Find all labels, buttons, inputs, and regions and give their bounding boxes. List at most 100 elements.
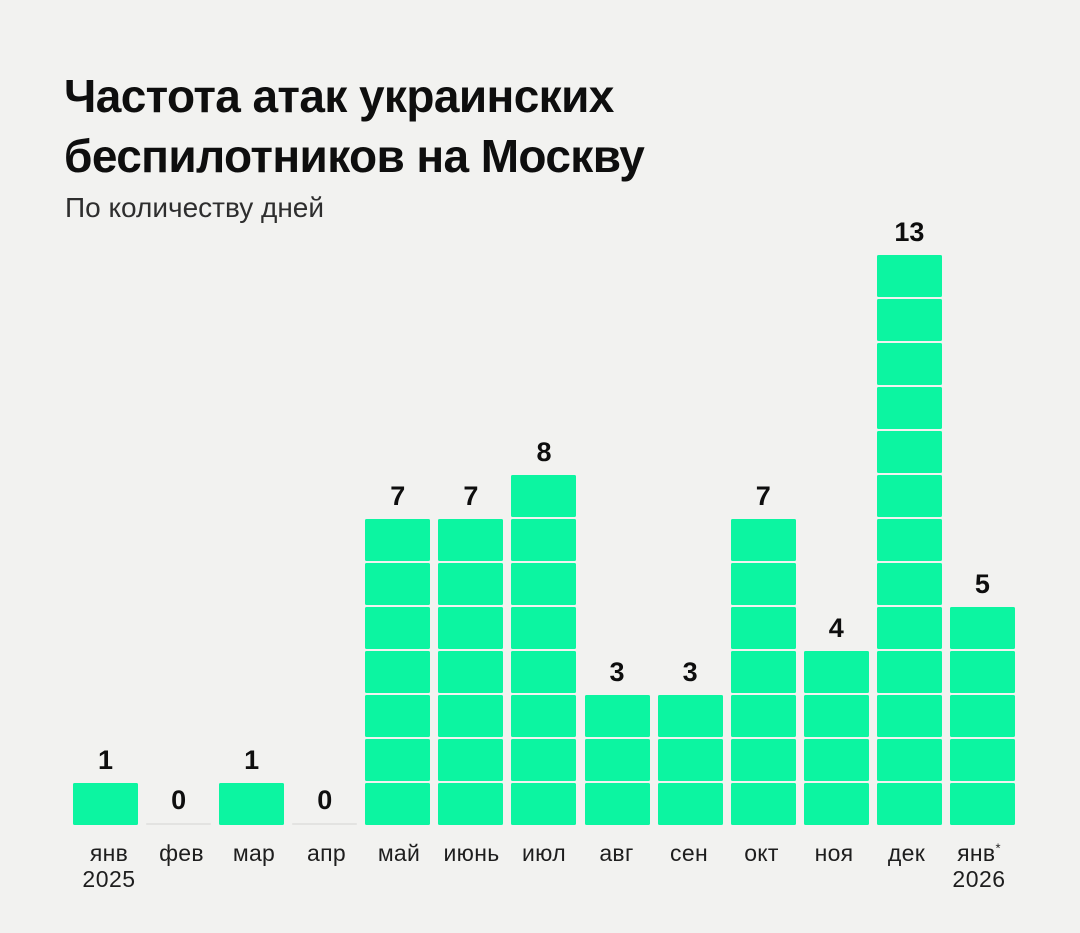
chart-title-line2: беспилотников на Москву: [64, 130, 645, 182]
zero-baseline: [146, 823, 212, 825]
bar-unit-square: [730, 563, 796, 605]
bar-unit-square: [876, 299, 942, 341]
bar-column: 4: [803, 613, 869, 825]
bar-column: 5: [949, 571, 1015, 825]
bar-unit-square: [876, 431, 942, 473]
bar-unit-square: [876, 739, 942, 781]
month-label: ноя: [814, 840, 854, 866]
bar: [584, 695, 650, 825]
bar-value-label: 7: [463, 481, 479, 511]
bar-value-label: 3: [609, 657, 625, 687]
month-label: сен: [670, 840, 708, 866]
bar-unit-square: [657, 739, 723, 781]
bar-unit-square: [584, 783, 650, 825]
bar-chart: 1 0 1 0 7 7 8 3 3 7 4 13 5: [73, 215, 1015, 825]
bar-unit-square: [438, 739, 504, 781]
bar-unit-square: [803, 739, 869, 781]
year-label: 2026: [952, 866, 1006, 892]
bar-unit-square: [730, 519, 796, 561]
bar-value-label: 0: [171, 785, 187, 815]
x-axis-label-cell: апр: [291, 842, 363, 891]
bar-unit-square: [657, 695, 723, 737]
bar-value-label: 1: [244, 745, 260, 775]
x-axis-label-cell: июнь: [436, 842, 508, 891]
x-axis-label-cell: мар: [218, 842, 290, 891]
month-label: фев: [159, 840, 204, 866]
x-axis-label-cell: авг: [581, 842, 653, 891]
bar: [730, 519, 796, 825]
bar: [876, 255, 942, 825]
bar-unit-square: [657, 783, 723, 825]
bar-unit-square: [219, 783, 285, 825]
bar-unit-square: [73, 783, 138, 825]
month-label: янв: [89, 840, 129, 866]
bar-unit-square: [584, 739, 650, 781]
x-axis-label-cell: фев: [146, 842, 218, 891]
bar: [949, 607, 1015, 825]
bar-unit-square: [365, 607, 431, 649]
month-label: дек: [887, 840, 926, 866]
bar-unit-square: [803, 783, 869, 825]
bar-column: 1: [73, 747, 138, 825]
x-axis-label-cell: окт: [726, 842, 798, 891]
bar-unit-square: [949, 695, 1015, 737]
bar: [438, 519, 504, 825]
bar-column: 13: [876, 217, 942, 825]
bar-value-label: 13: [894, 217, 925, 247]
bar: [73, 783, 138, 825]
bar-column: 3: [657, 657, 723, 825]
bar-unit-square: [438, 783, 504, 825]
bar-unit-square: [511, 563, 577, 605]
bar-unit-square: [438, 607, 504, 649]
bar-unit-square: [876, 387, 942, 429]
bar-unit-square: [730, 607, 796, 649]
bar-unit-square: [511, 519, 577, 561]
bar-column: 0: [146, 785, 212, 825]
bar-unit-square: [438, 519, 504, 561]
bar-value-label: 8: [536, 437, 552, 467]
month-label: апр: [307, 840, 346, 866]
bar-unit-square: [438, 563, 504, 605]
bar-value-label: 0: [317, 785, 333, 815]
bar-unit-square: [365, 783, 431, 825]
month-label: авг: [599, 840, 634, 866]
chart-title: Частота атак украинских беспилотников на…: [64, 66, 645, 186]
month-label: окт: [744, 840, 779, 866]
bar-unit-square: [876, 563, 942, 605]
year-label: 2025: [82, 866, 136, 892]
month-label: июнь: [443, 840, 500, 866]
bar-value-label: 1: [97, 745, 114, 775]
bar: [365, 519, 431, 825]
x-axis-label-cell: ноя: [798, 842, 870, 891]
x-axis: янв 2025 фев мар апр май июнь июл авг сен окт ноя де…: [73, 840, 1015, 892]
bar-column: 7: [438, 481, 504, 825]
month-label: май: [377, 840, 421, 866]
bar-unit-square: [511, 607, 577, 649]
bar-unit-square: [730, 651, 796, 693]
bar: [657, 695, 723, 825]
bar-value-label: 4: [828, 613, 844, 643]
bar-unit-square: [365, 651, 431, 693]
bar-unit-square: [876, 519, 942, 561]
bar-column: 0: [292, 785, 358, 825]
bar-unit-square: [511, 651, 577, 693]
bar-unit-square: [876, 651, 942, 693]
chart-subtitle: По количеству дней: [65, 192, 325, 223]
month-label: июл: [522, 840, 566, 866]
bar-unit-square: [730, 739, 796, 781]
x-axis-label-cell: янв* 2026: [943, 841, 1015, 892]
bar-value-label: 3: [682, 657, 698, 687]
bar-unit-square: [949, 651, 1015, 693]
x-axis-label-cell: май: [363, 842, 435, 891]
bar-unit-square: [803, 695, 869, 737]
zero-baseline: [292, 823, 358, 825]
bar-column: 8: [511, 437, 577, 825]
bar: [511, 475, 577, 825]
bar-unit-square: [438, 695, 504, 737]
bar-value-label: 7: [390, 481, 406, 511]
bar-unit-square: [365, 739, 431, 781]
x-axis-label-cell: дек: [871, 842, 943, 891]
bar-column: 3: [584, 657, 650, 825]
bar-column: 7: [730, 483, 796, 825]
